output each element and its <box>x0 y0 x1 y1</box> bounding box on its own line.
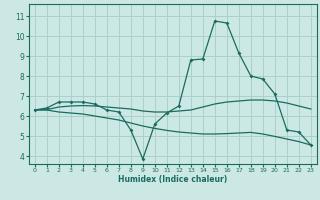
X-axis label: Humidex (Indice chaleur): Humidex (Indice chaleur) <box>118 175 228 184</box>
